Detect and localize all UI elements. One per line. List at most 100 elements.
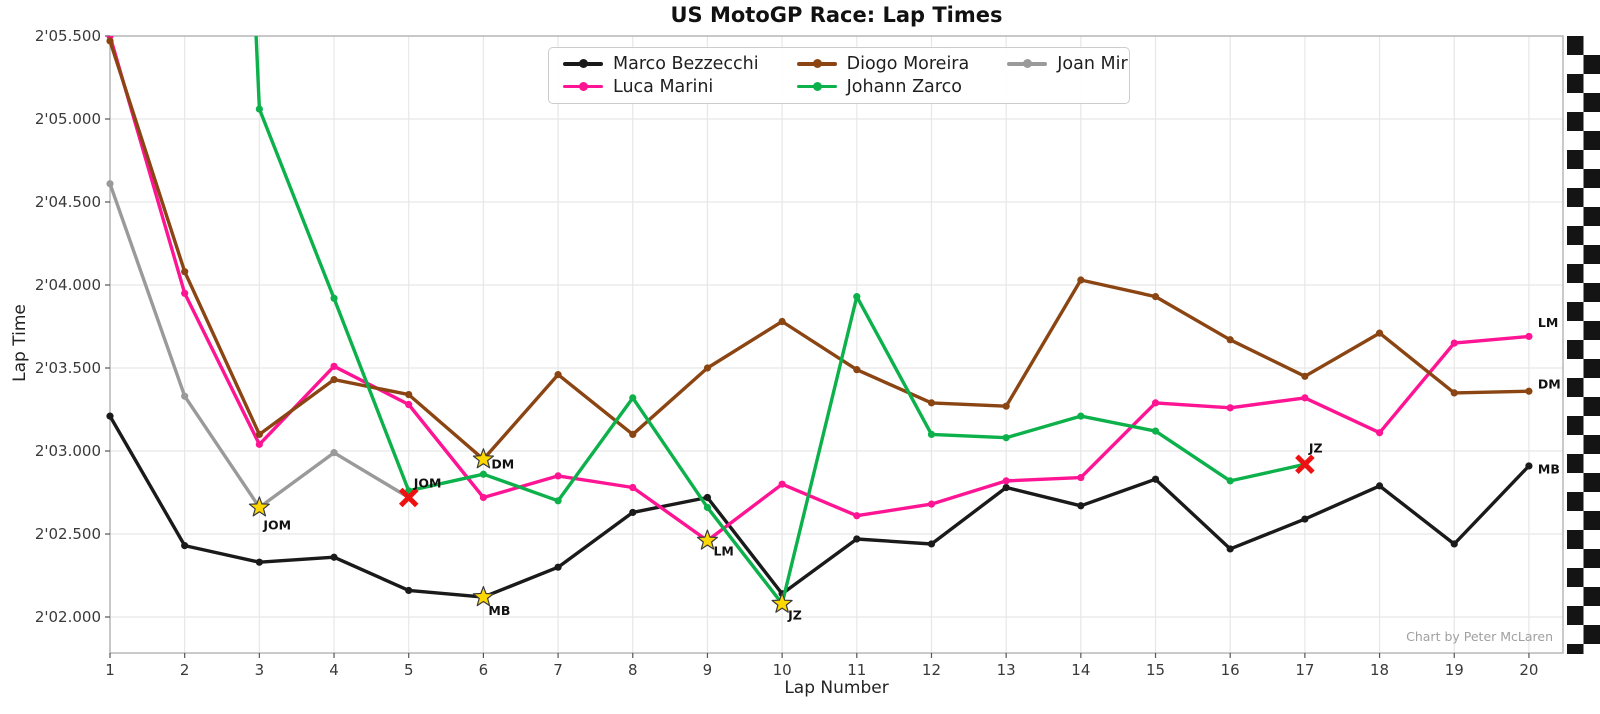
data-point: [1525, 332, 1533, 341]
x-axis-title: Lap Number: [784, 678, 889, 698]
legend-label: Luca Marini: [613, 76, 714, 97]
plot-border: [109, 35, 1564, 654]
data-point: [1525, 387, 1533, 395]
data-point: [629, 483, 637, 492]
data-point: [927, 540, 936, 548]
star-marker-jom-lap3: JOM: [248, 496, 291, 532]
data-point: [1226, 545, 1234, 553]
data-point: [554, 563, 562, 571]
x-tick-label: 6: [479, 661, 489, 679]
x-tick-label: 1: [105, 661, 115, 679]
data-point: [1450, 540, 1458, 548]
x-tick-label: 2: [180, 661, 190, 679]
line-marker-swatch: [796, 81, 837, 92]
data-point: [1525, 462, 1533, 470]
data-point: [1151, 293, 1160, 301]
data-point: [1375, 482, 1384, 490]
data-point: [1375, 329, 1384, 337]
star-marker-jz-lap10: JZ: [771, 592, 802, 623]
data-point: [1077, 473, 1085, 482]
data-point: [106, 37, 114, 45]
x-tick-label: 13: [997, 661, 1016, 679]
data-point: [181, 392, 189, 400]
data-point: [181, 289, 189, 297]
data-point: [255, 558, 263, 566]
line-marker-swatch: [796, 59, 837, 69]
legend-item-johann-zarco: Johann Zarco: [796, 76, 970, 97]
chart-title: US MotoGP Race: Lap Times: [670, 3, 1003, 27]
data-point: [330, 449, 338, 457]
legend-label: Johann Zarco: [846, 76, 962, 97]
data-point: [330, 553, 338, 561]
x-tick-label: 4: [329, 661, 339, 679]
data-point: [853, 293, 861, 301]
data-point: [181, 268, 189, 276]
data-point: [181, 542, 189, 550]
annotation-label: JOM: [262, 517, 291, 532]
y-tick-label: 2'03.000: [35, 442, 101, 460]
data-point: [1002, 434, 1010, 442]
series-line-luca-marini: [106, 36, 1533, 545]
y-tick-label: 2'04.000: [35, 276, 101, 294]
data-point: [330, 294, 338, 302]
x-tick-label: 20: [1519, 661, 1538, 679]
line-marker-swatch: [563, 59, 603, 69]
data-point: [853, 512, 861, 520]
star-marker-mb-lap6: MB: [472, 586, 510, 618]
star-marker-lm-lap9: LM: [696, 529, 734, 559]
legend-item-marco-bezzecchi: Marco Bezzecchi: [563, 54, 759, 74]
data-point: [1151, 475, 1160, 483]
cross-marker-jz-lap17: JZ: [1295, 440, 1323, 475]
data-point: [1301, 394, 1309, 402]
data-point: [927, 430, 936, 438]
data-point: [405, 586, 413, 595]
annotation-label: MB: [488, 603, 510, 618]
data-point: [629, 430, 637, 438]
data-point: [554, 371, 562, 379]
data-point: [1002, 477, 1010, 485]
x-tick-label: 10: [773, 661, 792, 679]
data-point: [1301, 372, 1309, 380]
data-point: [106, 180, 114, 188]
legend-label: Diogo Moreira: [846, 54, 970, 75]
data-point: [330, 362, 338, 370]
y-tick-label: 2'05.000: [35, 110, 101, 128]
series-line-johann-zarco: [254, 36, 1309, 608]
data-point: [255, 105, 263, 113]
data-point: [629, 508, 637, 517]
checkered-flag-strip: [1567, 36, 1600, 654]
data-point: [1226, 404, 1234, 412]
x-tick-label: 17: [1295, 661, 1314, 679]
legend-item-joan-mir: Joan Mir: [1007, 54, 1128, 74]
data-point: [554, 472, 562, 480]
y-tick-label: 2'02.000: [35, 608, 101, 626]
annotation-label: JOM: [413, 475, 442, 490]
x-tick-label: 16: [1221, 661, 1240, 679]
data-point: [554, 497, 562, 505]
x-tick-label: 8: [628, 661, 638, 679]
line-marker-swatch: [563, 81, 603, 92]
data-point: [1002, 402, 1010, 410]
x-tick-label: 11: [847, 661, 866, 679]
annotation-label: JZ: [1308, 440, 1323, 455]
annotation-label: JZ: [787, 608, 802, 623]
data-point: [927, 399, 936, 407]
legend-item-luca-marini: Luca Marini: [563, 77, 759, 97]
y-tick-label: 2'02.500: [35, 525, 101, 543]
data-point: [703, 503, 712, 512]
data-point: [927, 500, 936, 508]
data-point: [703, 493, 712, 502]
data-point: [106, 412, 114, 420]
data-point: [1450, 389, 1458, 397]
y-tick-label: 2'05.500: [35, 27, 101, 45]
data-point: [479, 493, 487, 502]
x-tick-label: 5: [404, 661, 414, 679]
y-tick-label: 2'04.500: [35, 193, 101, 211]
data-point: [405, 390, 413, 399]
x-tick-label: 19: [1445, 661, 1464, 679]
gridlines: [109, 35, 1563, 653]
x-tick-label: 12: [922, 661, 941, 679]
data-point: [778, 317, 786, 326]
